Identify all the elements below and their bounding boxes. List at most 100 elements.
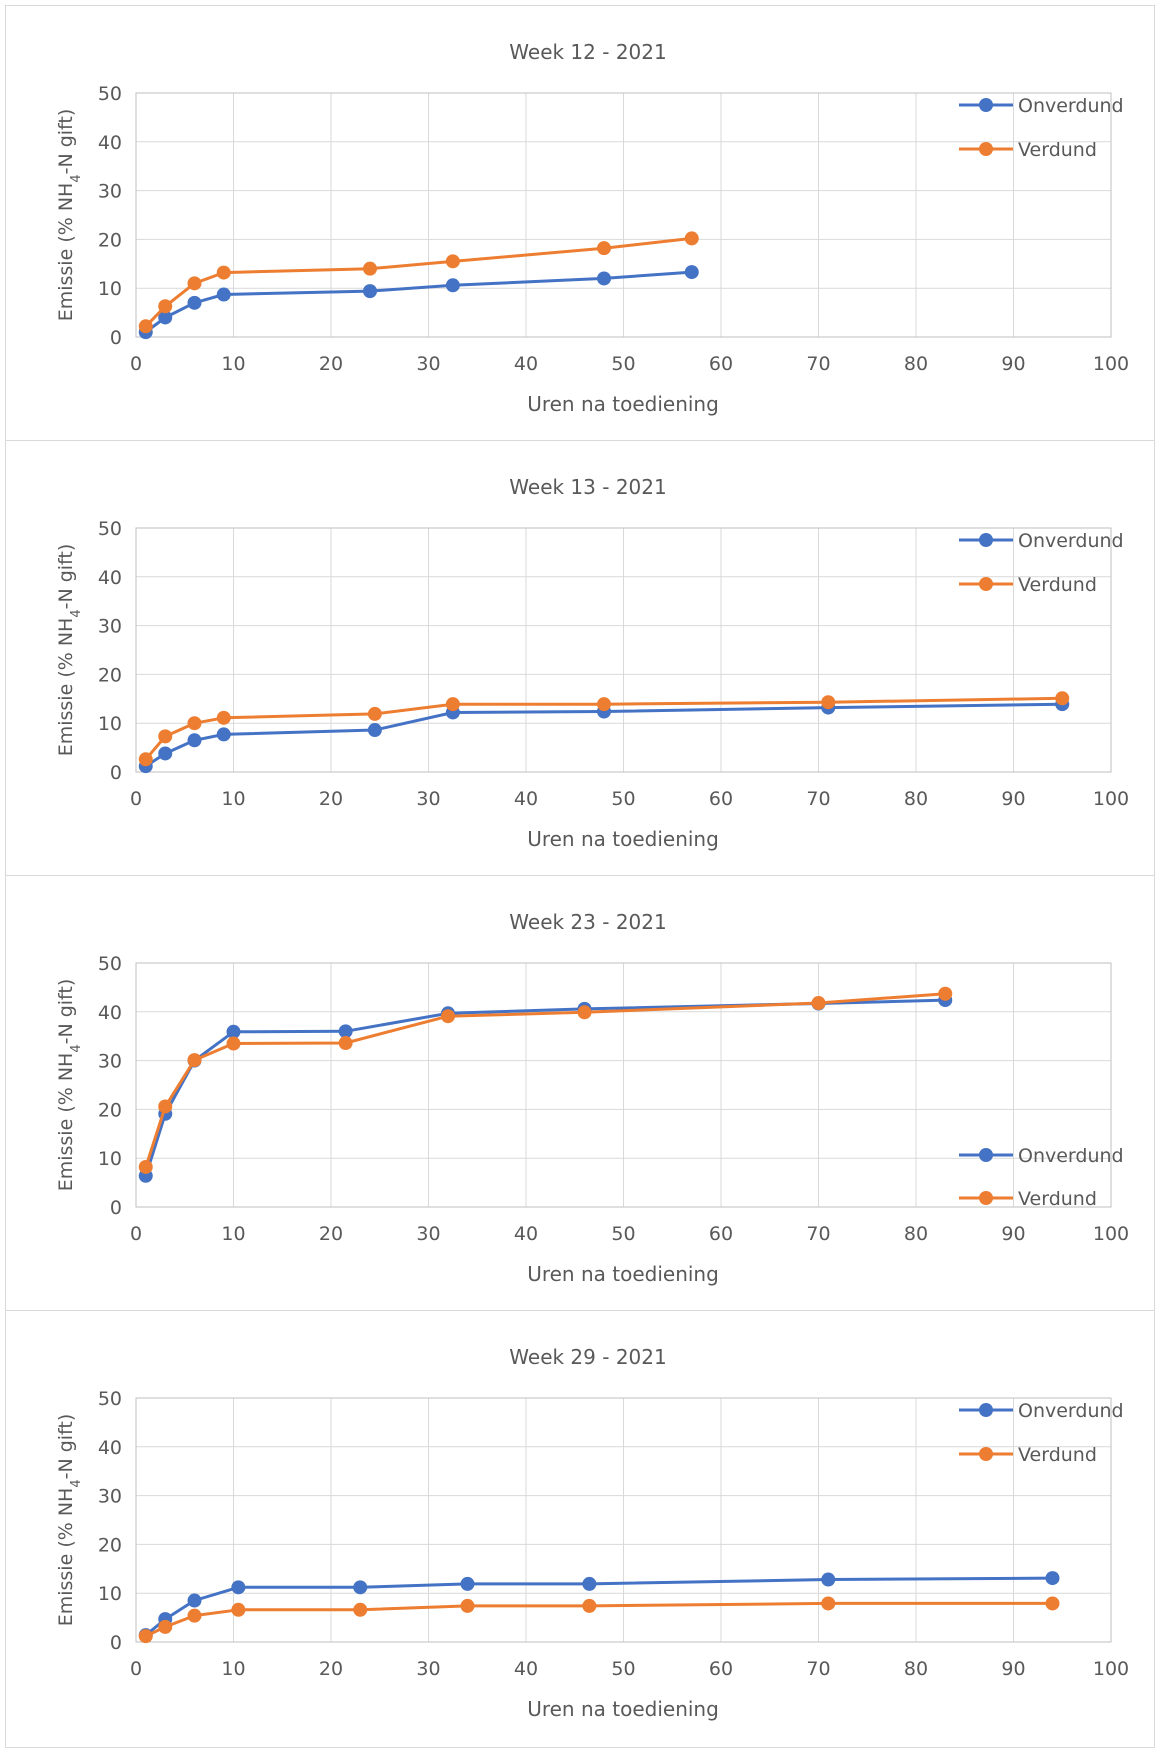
legend-swatch-marker — [979, 533, 993, 547]
x-tick-label: 40 — [514, 788, 538, 810]
x-tick-label: 60 — [709, 353, 733, 375]
data-point — [231, 1580, 246, 1595]
y-tick-label: 30 — [98, 1051, 122, 1073]
data-point — [367, 706, 382, 721]
legend-swatch-marker — [979, 1447, 993, 1461]
data-point — [811, 996, 826, 1011]
legend-label: Verdund — [1018, 1188, 1097, 1210]
x-tick-label: 100 — [1093, 353, 1129, 375]
data-point — [216, 287, 231, 302]
gridlines — [135, 962, 1112, 1208]
y-tick-label: 0 — [110, 1632, 122, 1654]
x-tick-label: 10 — [221, 1223, 245, 1245]
legend-item: Onverdund — [959, 95, 1124, 117]
chart-panel-1: Week 12 - 2021 0 10 20 30 40 50 0 10 20 30 40 50 60 70… — [5, 5, 1155, 443]
chart-svg: Week 13 - 2021 0 10 20 30 40 50 0 10 20 30 40 50 60 70… — [55, 475, 1129, 851]
legend-item: Onverdund — [959, 1400, 1124, 1422]
x-tick-label: 80 — [904, 788, 928, 810]
y-axis-label-part: Emissie (% NH — [55, 183, 77, 322]
x-tick-label: 0 — [130, 1223, 142, 1245]
x-tick-label: 10 — [221, 1658, 245, 1680]
legend-item: Onverdund — [959, 1145, 1124, 1167]
x-tick-label: 50 — [611, 1223, 635, 1245]
y-tick-label: 20 — [98, 1534, 122, 1556]
plot-area — [135, 92, 1112, 338]
y-tick-label: 40 — [98, 1002, 122, 1024]
data-point — [597, 697, 611, 712]
legend-swatch-marker — [979, 1148, 993, 1162]
data-point — [187, 1053, 202, 1068]
series-verdund — [138, 986, 953, 1174]
data-point — [1055, 691, 1070, 706]
y-axis-label-subscript: 4 — [69, 174, 84, 182]
legend-swatch-marker — [979, 1191, 993, 1205]
data-point — [445, 697, 460, 712]
x-axis-label: Uren na toediening — [527, 1697, 719, 1721]
legend-item: Verdund — [959, 1188, 1097, 1210]
y-axis-label-part: -N gift) — [55, 1414, 77, 1480]
data-point — [577, 1005, 592, 1020]
x-tick-label: 50 — [611, 788, 635, 810]
legend: Onverdund Verdund — [959, 1400, 1124, 1466]
y-tick-label: 40 — [98, 567, 122, 589]
legend: Onverdund Verdund — [959, 95, 1124, 161]
y-axis-label-subscript: 4 — [69, 1044, 84, 1052]
y-axis-label-part: Emissie (% NH — [55, 618, 77, 757]
chart-panel-4: Week 29 - 2021 0 10 20 30 40 50 0 10 20 30 40 50 60 70… — [5, 1310, 1155, 1748]
data-point — [338, 1024, 353, 1039]
data-point — [353, 1580, 368, 1595]
y-tick-label: 0 — [110, 1197, 122, 1219]
data-point — [216, 265, 231, 280]
plot-area — [135, 962, 1112, 1208]
data-point — [138, 319, 153, 334]
y-tick-label: 0 — [110, 327, 122, 349]
x-tick-label: 40 — [514, 1223, 538, 1245]
data-point — [231, 1602, 246, 1617]
y-axis-label-part: Emissie (% NH — [55, 1053, 77, 1192]
chart-svg: Week 12 - 2021 0 10 20 30 40 50 0 10 20 30 40 50 60 70… — [55, 40, 1129, 416]
data-point — [597, 271, 611, 286]
y-axis-label-subscript: 4 — [69, 609, 84, 617]
legend-label: Onverdund — [1018, 1145, 1124, 1167]
data-point — [460, 1598, 475, 1613]
y-axis-label-subscript: 4 — [69, 1479, 84, 1487]
data-point — [821, 1596, 836, 1611]
x-tick-label: 20 — [319, 1223, 343, 1245]
data-point — [582, 1598, 597, 1613]
data-point — [353, 1602, 368, 1617]
x-tick-label: 10 — [221, 788, 245, 810]
data-point — [158, 299, 173, 314]
data-point — [187, 1608, 202, 1623]
y-tick-label: 50 — [98, 83, 122, 105]
x-tick-label: 70 — [806, 353, 830, 375]
data-point — [684, 265, 699, 280]
legend-swatch-marker — [979, 142, 993, 156]
x-tick-label: 60 — [709, 788, 733, 810]
x-tick-label: 30 — [416, 353, 440, 375]
y-axis-label: Emissie (% NH4-N gift) — [55, 979, 84, 1192]
data-point — [582, 1576, 597, 1591]
chart-svg: Week 23 - 2021 0 10 20 30 40 50 0 10 20 30 40 50 60 70… — [55, 910, 1129, 1286]
series-verdund — [138, 691, 1070, 767]
y-tick-label: 30 — [98, 181, 122, 203]
chart-title: Week 13 - 2021 — [509, 475, 666, 499]
gridlines — [135, 527, 1112, 773]
x-axis-label: Uren na toediening — [527, 1262, 719, 1286]
legend-item: Verdund — [959, 139, 1097, 161]
data-point — [187, 1593, 202, 1608]
y-tick-label: 10 — [98, 1148, 122, 1170]
y-axis-label-part: -N gift) — [55, 109, 77, 175]
data-point — [445, 278, 460, 293]
data-point — [363, 284, 377, 299]
legend-label: Onverdund — [1018, 1400, 1124, 1422]
plot-area — [135, 1397, 1112, 1643]
data-point — [821, 1572, 836, 1587]
chart-title: Week 12 - 2021 — [509, 40, 666, 64]
y-tick-label: 50 — [98, 1388, 122, 1410]
data-point — [460, 1576, 475, 1591]
gridlines — [135, 92, 1112, 338]
x-tick-label: 50 — [611, 353, 635, 375]
data-point — [363, 261, 377, 276]
x-axis-label: Uren na toediening — [527, 392, 719, 416]
y-tick-label: 30 — [98, 1486, 122, 1508]
